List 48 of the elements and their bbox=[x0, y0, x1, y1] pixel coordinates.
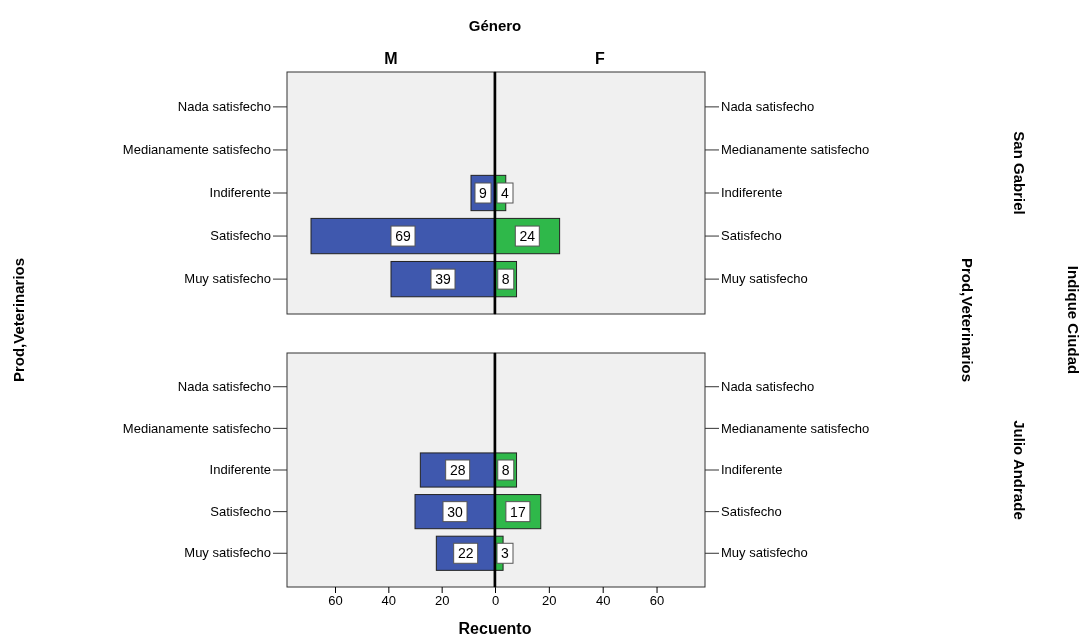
y-tick-label: Nada satisfecho bbox=[177, 378, 271, 394]
y-axis-title: Prod,Veterinarios bbox=[10, 257, 27, 383]
y-tick-label: Satisfecho bbox=[210, 228, 271, 244]
y-tick-label: Muy satisfecho bbox=[184, 545, 271, 561]
y-tick-label: Nada satisfecho bbox=[721, 99, 815, 115]
data-label: 3 bbox=[501, 545, 510, 562]
text: Género bbox=[468, 17, 522, 34]
y-tick-label: Satisfecho bbox=[721, 228, 782, 244]
x-tick-label: 60 bbox=[328, 593, 343, 609]
x-axis-title: Recuento bbox=[458, 620, 532, 637]
y-tick-label: Nada satisfecho bbox=[721, 378, 815, 394]
data-label: 8 bbox=[501, 271, 510, 288]
text: Indique Ciudad bbox=[1065, 265, 1082, 375]
y-tick-label: Medianamente satisfecho bbox=[122, 142, 271, 158]
text: San Gabriel bbox=[1011, 131, 1028, 215]
y-tick-label: Medianamente satisfecho bbox=[721, 420, 870, 436]
y-tick-label: Medianamente satisfecho bbox=[122, 420, 271, 436]
y-tick-label: Muy satisfecho bbox=[721, 545, 808, 561]
y-tick-label: Indiferente bbox=[721, 462, 783, 478]
data-label: 22 bbox=[457, 545, 474, 562]
x-tick-label: 0 bbox=[491, 593, 500, 609]
y-tick-label: Indiferente bbox=[209, 185, 271, 201]
x-tick-label: 20 bbox=[542, 593, 557, 609]
y-tick-label: Muy satisfecho bbox=[184, 271, 271, 287]
chart-title: F bbox=[595, 50, 606, 67]
text: Julio Andrade bbox=[1011, 420, 1028, 520]
data-label: 69 bbox=[395, 228, 411, 245]
data-label: 9 bbox=[479, 185, 488, 201]
data-label: 17 bbox=[510, 503, 526, 520]
x-tick-label: 20 bbox=[434, 593, 450, 609]
y-tick-label: Indiferente bbox=[209, 462, 271, 478]
data-label: 39 bbox=[435, 271, 451, 288]
y-tick-label: Indiferente bbox=[721, 185, 783, 201]
data-label: 4 bbox=[501, 185, 510, 201]
y-tick-label: Nada satisfecho bbox=[177, 99, 271, 115]
y-tick-label: Medianamente satisfecho bbox=[721, 142, 870, 158]
chart-title: M bbox=[384, 50, 398, 67]
data-label: 24 bbox=[519, 228, 536, 245]
data-label: 30 bbox=[447, 503, 463, 520]
data-label: 8 bbox=[501, 462, 510, 478]
x-tick-label: 60 bbox=[649, 593, 665, 609]
y-tick-label: Satisfecho bbox=[721, 503, 782, 519]
x-tick-label: 40 bbox=[381, 593, 397, 609]
x-tick-label: 40 bbox=[595, 593, 611, 609]
y-tick-label: Satisfecho bbox=[210, 503, 271, 519]
data-label: 28 bbox=[449, 462, 466, 478]
y-axis-title: Prod,Veterinarios bbox=[959, 257, 976, 383]
y-tick-label: Muy satisfecho bbox=[721, 271, 808, 287]
